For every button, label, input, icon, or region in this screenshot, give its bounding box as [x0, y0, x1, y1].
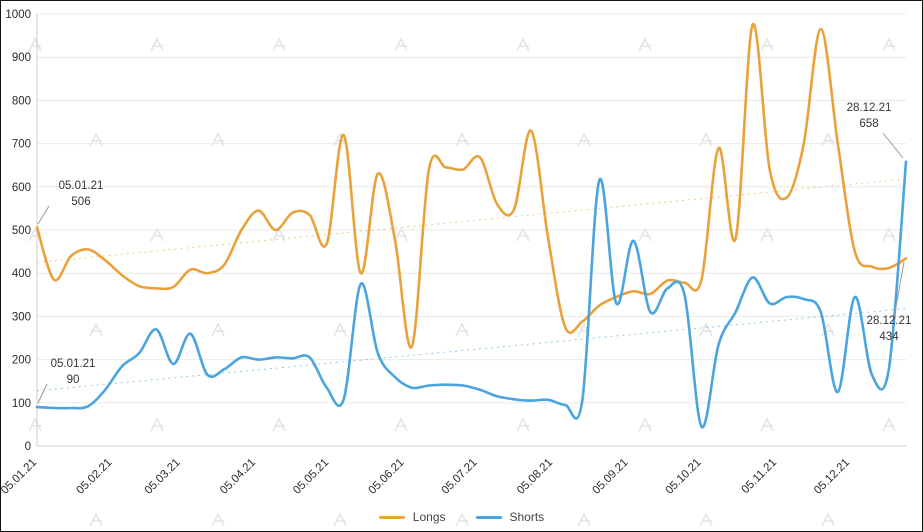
svg-text:05.01.21: 05.01.21 [59, 180, 104, 192]
svg-text:300: 300 [12, 311, 31, 323]
legend-swatch-shorts [475, 515, 502, 519]
svg-text:90: 90 [67, 374, 80, 386]
svg-text:0: 0 [25, 441, 31, 453]
svg-text:1000: 1000 [5, 9, 31, 21]
annotations: 05.01.2150605.01.219028.12.2165828.12.21… [37, 102, 912, 404]
svg-text:400: 400 [12, 268, 31, 280]
svg-text:800: 800 [12, 95, 31, 107]
legend-item-shorts[interactable]: Shorts [475, 510, 545, 524]
chart-legend: Longs Shorts [1, 510, 922, 524]
svg-text:100: 100 [12, 398, 31, 410]
legend-item-longs[interactable]: Longs [378, 510, 446, 524]
annotation-05.01.21-506: 05.01.21 506 [37, 180, 104, 225]
annotation-05.01.21-90: 05.01.21 90 [37, 358, 96, 404]
gridlines [36, 13, 906, 447]
svg-text:700: 700 [12, 139, 31, 151]
legend-label-shorts: Shorts [509, 510, 545, 524]
series-lines [35, 23, 908, 429]
svg-text:500: 500 [12, 225, 31, 237]
trend-lines [36, 178, 907, 392]
legend-swatch-longs [378, 515, 405, 519]
svg-text:658: 658 [859, 118, 878, 130]
svg-text:05.01.21: 05.01.21 [51, 358, 96, 370]
svg-text:28.12.21: 28.12.21 [867, 315, 912, 327]
svg-text:900: 900 [12, 52, 31, 64]
legend-label-longs: Longs [412, 510, 446, 524]
svg-text:434: 434 [879, 331, 899, 343]
series-line-longs [35, 23, 908, 349]
svg-text:506: 506 [71, 196, 90, 208]
svg-text:600: 600 [12, 182, 31, 194]
svg-text:200: 200 [12, 355, 31, 367]
y-axis-labels: 0 100 200 300 400 500 600 700 800 900 1000 [5, 9, 31, 453]
svg-text:28.12.21: 28.12.21 [847, 102, 892, 114]
annotation-28.12.21-434: 28.12.21 434 [867, 261, 912, 343]
annotation-28.12.21-658: 28.12.21 658 [847, 102, 904, 159]
series-line-shorts [35, 160, 908, 429]
